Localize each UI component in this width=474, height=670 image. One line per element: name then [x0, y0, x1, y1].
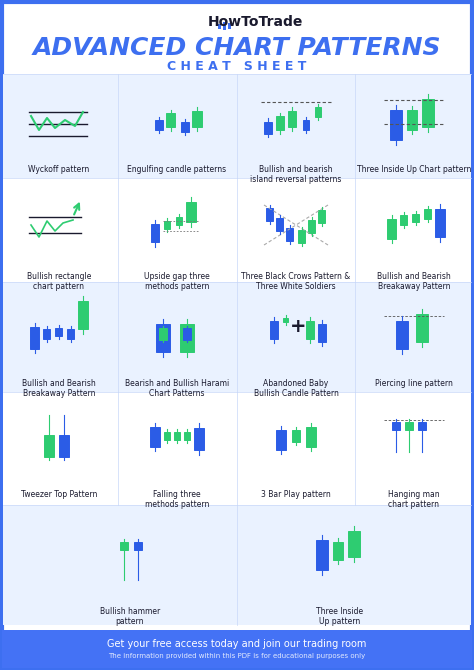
Bar — [134, 542, 142, 550]
Bar — [59, 435, 69, 457]
Bar — [3, 178, 471, 282]
Bar — [194, 428, 204, 450]
Bar — [186, 202, 196, 222]
Bar — [2, 630, 472, 668]
Bar — [407, 110, 417, 130]
Bar — [120, 542, 128, 550]
Bar — [425, 209, 431, 219]
Bar — [78, 301, 88, 329]
Bar — [223, 22, 227, 30]
Bar — [3, 74, 471, 178]
Bar — [319, 210, 326, 223]
Text: Bullish and Bearish
Breakaway Pattern: Bullish and Bearish Breakaway Pattern — [377, 272, 451, 291]
Bar — [348, 531, 360, 557]
Bar — [155, 120, 163, 130]
Bar — [44, 329, 51, 339]
Bar — [401, 215, 408, 225]
Bar — [315, 107, 321, 117]
Bar — [288, 111, 296, 127]
Text: Bullish and Bearish
Breakaway Pattern: Bullish and Bearish Breakaway Pattern — [22, 379, 96, 399]
Text: HowToTrade: HowToTrade — [207, 15, 303, 29]
Bar — [180, 324, 194, 352]
Bar — [435, 209, 445, 237]
Bar — [333, 542, 343, 560]
Text: Bearish and Bullish Harami
Chart Patterns: Bearish and Bullish Harami Chart Pattern… — [125, 379, 229, 399]
Text: Wyckoff pattern: Wyckoff pattern — [28, 165, 90, 174]
Bar — [181, 122, 189, 132]
Bar — [3, 505, 471, 625]
Text: Piercing line pattern: Piercing line pattern — [375, 379, 453, 388]
Text: Three Black Crows Pattern &
Three White Soldiers: Three Black Crows Pattern & Three White … — [241, 272, 351, 291]
Bar — [286, 228, 293, 241]
Bar — [166, 113, 175, 127]
Bar — [156, 324, 170, 352]
Text: ADVANCED CHART PATTERNS: ADVANCED CHART PATTERNS — [33, 36, 441, 60]
Text: Abandoned Baby
Bullish Candle Pattern: Abandoned Baby Bullish Candle Pattern — [254, 379, 338, 399]
Bar — [276, 218, 283, 231]
Text: +: + — [290, 316, 306, 336]
Text: C H E A T   S H E E T: C H E A T S H E E T — [167, 60, 307, 72]
Bar — [3, 282, 471, 392]
Text: Tweezer Top Pattern: Tweezer Top Pattern — [21, 490, 97, 499]
Bar — [192, 111, 202, 127]
Bar — [183, 328, 191, 340]
Bar — [44, 435, 54, 457]
Text: Hanging man
chart pattern: Hanging man chart pattern — [388, 490, 440, 509]
Bar — [388, 219, 396, 239]
Bar — [416, 314, 428, 342]
Text: Three Inside
Up pattern: Three Inside Up pattern — [317, 607, 364, 626]
Bar — [55, 328, 63, 336]
Bar — [228, 23, 231, 29]
Bar — [164, 432, 170, 440]
Bar — [283, 318, 289, 322]
Bar — [418, 422, 426, 430]
Bar — [164, 221, 170, 229]
Bar — [30, 327, 39, 349]
Bar — [67, 329, 74, 339]
Bar — [151, 224, 159, 242]
Bar — [316, 540, 328, 570]
Text: 3 Bar Play pattern: 3 Bar Play pattern — [261, 490, 331, 499]
Bar — [309, 220, 316, 233]
Bar — [412, 214, 419, 222]
Text: Get your free access today and join our trading room: Get your free access today and join our … — [107, 639, 367, 649]
Bar — [299, 230, 306, 243]
Bar — [270, 321, 278, 339]
Bar — [150, 427, 160, 447]
Text: Falling three
methods pattern: Falling three methods pattern — [145, 490, 209, 509]
Bar — [422, 99, 434, 127]
Bar — [318, 324, 326, 342]
Bar — [392, 422, 400, 430]
Text: Engulfing candle patterns: Engulfing candle patterns — [128, 165, 227, 174]
Bar — [303, 120, 309, 130]
Text: Three Inside Up Chart pattern: Three Inside Up Chart pattern — [357, 165, 471, 174]
Bar — [306, 427, 316, 447]
Bar — [266, 208, 273, 221]
Bar — [276, 430, 286, 450]
Bar — [159, 328, 167, 340]
Bar — [264, 122, 272, 134]
Text: The information provided within this PDF is for educational purposes only: The information provided within this PDF… — [109, 653, 365, 659]
Bar — [396, 321, 408, 349]
Text: Bullish hammer
pattern: Bullish hammer pattern — [100, 607, 160, 626]
Bar — [390, 110, 402, 140]
Bar — [292, 430, 300, 442]
Bar — [174, 432, 180, 440]
Bar — [3, 392, 471, 505]
Text: Bullish rectangle
chart pattern: Bullish rectangle chart pattern — [27, 272, 91, 291]
Bar — [306, 321, 314, 339]
Text: Upside gap three
methods pattern: Upside gap three methods pattern — [144, 272, 210, 291]
Bar — [405, 422, 413, 430]
Bar — [184, 432, 190, 440]
Text: Bullish and bearish
island reversal patterns: Bullish and bearish island reversal patt… — [250, 165, 342, 184]
Bar — [176, 217, 182, 225]
Bar — [276, 116, 284, 130]
Bar — [218, 23, 221, 29]
